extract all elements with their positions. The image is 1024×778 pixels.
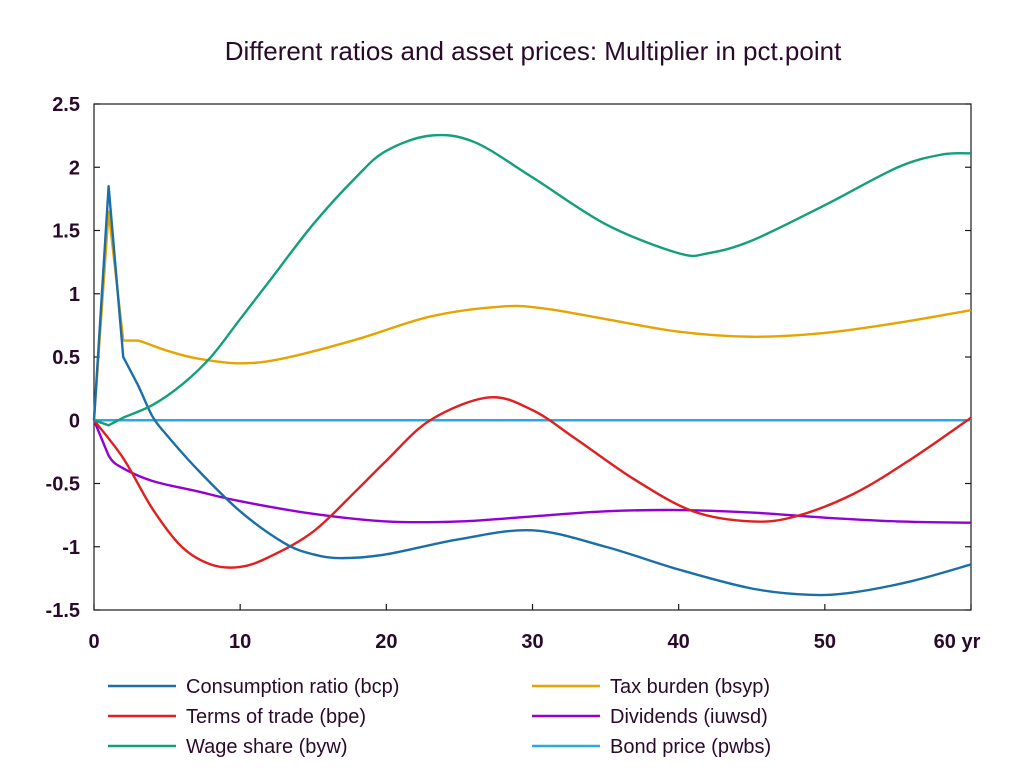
legend-label: Dividends (iuwsd) xyxy=(610,706,768,728)
legend-item-bond-price: Bond price (pwbs) xyxy=(532,736,771,758)
x-tick-label: 60 yr xyxy=(934,631,981,653)
x-tick-label: 20 xyxy=(375,631,397,653)
legend-label: Wage share (byw) xyxy=(186,736,348,758)
series-lines xyxy=(92,133,972,597)
series-line-wage-share xyxy=(93,133,972,427)
series-line-consumption-ratio xyxy=(92,185,972,597)
legend: Consumption ratio (bcp) Tax burden (bsyp)… xyxy=(108,676,771,758)
legend-label: Bond price (pwbs) xyxy=(610,736,771,758)
y-tick-label: 0.5 xyxy=(52,347,80,369)
y-tick-label: 2.5 xyxy=(52,94,80,116)
y-tick-label: -1 xyxy=(62,537,80,559)
legend-item-dividends: Dividends (iuwsd) xyxy=(532,706,768,728)
legend-label: Tax burden (bsyp) xyxy=(610,676,770,698)
series-line-dividends xyxy=(92,419,972,524)
series-line-tax-burden xyxy=(92,210,972,421)
x-tick-label: 40 xyxy=(668,631,690,653)
legend-item-terms-of-trade: Terms of trade (bpe) xyxy=(108,706,366,728)
chart-title: Different ratios and asset prices: Multi… xyxy=(225,36,842,66)
y-tick-label: -0.5 xyxy=(46,474,80,496)
y-tick-label: 0 xyxy=(69,410,80,432)
legend-item-wage-share: Wage share (byw) xyxy=(108,736,348,758)
x-tick-label: 30 xyxy=(521,631,543,653)
y-tick-label: 1 xyxy=(69,284,80,306)
legend-label: Terms of trade (bpe) xyxy=(186,706,366,728)
x-tick-label: 50 xyxy=(814,631,836,653)
legend-label: Consumption ratio (bcp) xyxy=(186,676,399,698)
x-tick-label: 10 xyxy=(229,631,251,653)
axes: 2.5 2 1.5 1 0.5 0 -0.5 -1 -1.5 0 10 20 30 40 50 60 yr xyxy=(46,94,981,653)
legend-item-consumption-ratio: Consumption ratio (bcp) xyxy=(108,676,399,698)
series-line-terms-of-trade xyxy=(93,396,972,569)
x-tick-label: 0 xyxy=(88,631,99,653)
y-tick-label: 1.5 xyxy=(52,221,80,243)
plot-frame xyxy=(93,103,972,611)
legend-item-tax-burden: Tax burden (bsyp) xyxy=(532,676,770,698)
y-tick-label: 2 xyxy=(69,157,80,179)
y-tick-label: -1.5 xyxy=(46,600,80,622)
